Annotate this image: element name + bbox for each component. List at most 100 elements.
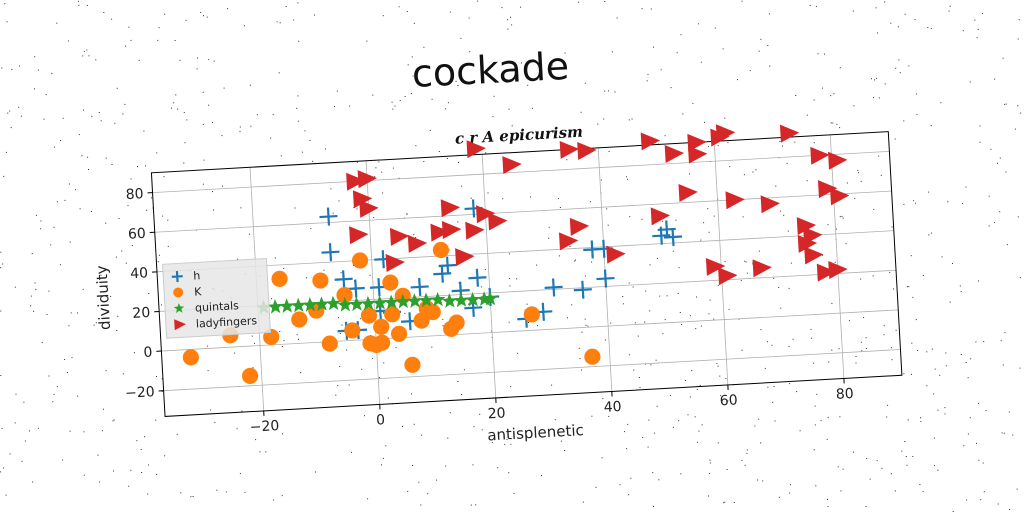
noise-dot	[681, 324, 683, 325]
noise-dot	[469, 51, 471, 53]
data-point	[418, 292, 434, 308]
data-point	[267, 298, 283, 314]
noise-dot	[769, 65, 771, 67]
noise-dot	[323, 269, 325, 271]
noise-dot	[647, 73, 649, 75]
noise-dot	[214, 421, 216, 423]
noise-dot	[296, 334, 298, 336]
noise-dot	[699, 384, 701, 386]
data-point	[346, 172, 366, 191]
noise-dot	[589, 201, 591, 203]
noise-dot	[431, 98, 433, 100]
grid-line-y	[154, 190, 892, 233]
noise-dot	[520, 62, 522, 64]
noise-dot	[677, 292, 679, 294]
noise-dot	[886, 416, 888, 418]
noise-dot	[974, 19, 976, 21]
noise-dot	[655, 359, 657, 361]
noise-dot	[1012, 434, 1014, 436]
noise-dot	[960, 354, 962, 355]
noise-dot	[147, 493, 149, 495]
noise-dot	[131, 245, 133, 246]
noise-dot	[906, 464, 908, 466]
data-point	[640, 132, 661, 151]
noise-dot	[282, 433, 284, 435]
noise-dot	[239, 126, 241, 128]
noise-dot	[301, 151, 303, 153]
data-point	[441, 221, 462, 240]
noise-dot	[1002, 364, 1004, 366]
noise-dot	[585, 324, 587, 326]
noise-dot	[445, 465, 447, 467]
noise-dot	[528, 322, 529, 323]
noise-dot	[890, 347, 892, 349]
noise-dot	[48, 290, 50, 292]
noise-dot	[62, 459, 64, 461]
data-point	[407, 234, 428, 253]
noise-dot	[382, 457, 384, 459]
noise-dot	[746, 452, 748, 454]
noise-dot	[839, 67, 841, 69]
noise-dot	[980, 499, 982, 501]
noise-dot	[70, 312, 72, 314]
noise-dot	[446, 66, 448, 68]
noise-dot	[382, 192, 384, 194]
noise-dot	[507, 28, 509, 30]
noise-dot	[689, 396, 691, 398]
noise-dot	[479, 413, 481, 415]
data-point	[389, 227, 410, 246]
noise-dot	[5, 494, 7, 496]
noise-dot	[827, 417, 829, 419]
noise-dot	[457, 85, 459, 86]
noise-dot	[827, 506, 829, 507]
noise-dot	[571, 304, 573, 306]
noise-dot	[83, 474, 85, 476]
noise-dot	[95, 322, 97, 324]
noise-dot	[53, 393, 55, 395]
noise-dot	[628, 119, 630, 121]
legend-label: h	[193, 269, 201, 282]
noise-dot	[442, 325, 444, 327]
data-point	[357, 170, 377, 189]
noise-dot	[587, 325, 589, 327]
noise-dot	[580, 111, 582, 113]
noise-dot	[926, 385, 928, 387]
data-point	[346, 279, 365, 298]
noise-dot	[508, 108, 510, 110]
noise-dot	[949, 5, 951, 7]
noise-dot	[875, 7, 877, 9]
noise-dot	[148, 464, 149, 466]
data-point	[413, 312, 430, 329]
noise-dot	[845, 243, 847, 245]
noise-dot	[890, 473, 892, 475]
data-point	[687, 133, 707, 152]
noise-dot	[100, 120, 102, 122]
noise-dot	[799, 430, 801, 432]
noise-dot	[472, 464, 474, 466]
noise-dot	[783, 214, 785, 216]
noise-dot	[167, 245, 169, 247]
noise-dot	[905, 456, 907, 457]
noise-dot	[118, 218, 120, 219]
grid-line-y	[156, 230, 894, 273]
noise-dot	[740, 279, 742, 281]
noise-dot	[40, 228, 42, 230]
noise-dot	[806, 180, 808, 182]
noise-dot	[68, 183, 70, 185]
noise-dot	[5, 151, 7, 153]
noise-dot	[501, 7, 503, 9]
y-tick-label: 60	[128, 226, 147, 243]
noise-dot	[928, 191, 930, 193]
noise-dot	[978, 459, 980, 461]
noise-dot	[813, 142, 815, 144]
noise-dot	[757, 479, 759, 481]
noise-dot	[364, 415, 365, 417]
noise-dot	[52, 401, 54, 403]
data-point	[314, 296, 330, 312]
noise-dot	[582, 501, 584, 503]
data-point	[804, 246, 824, 265]
noise-dot	[584, 275, 586, 277]
noise-dot	[0, 267, 2, 269]
noise-dot	[910, 255, 912, 257]
data-point	[810, 146, 830, 165]
